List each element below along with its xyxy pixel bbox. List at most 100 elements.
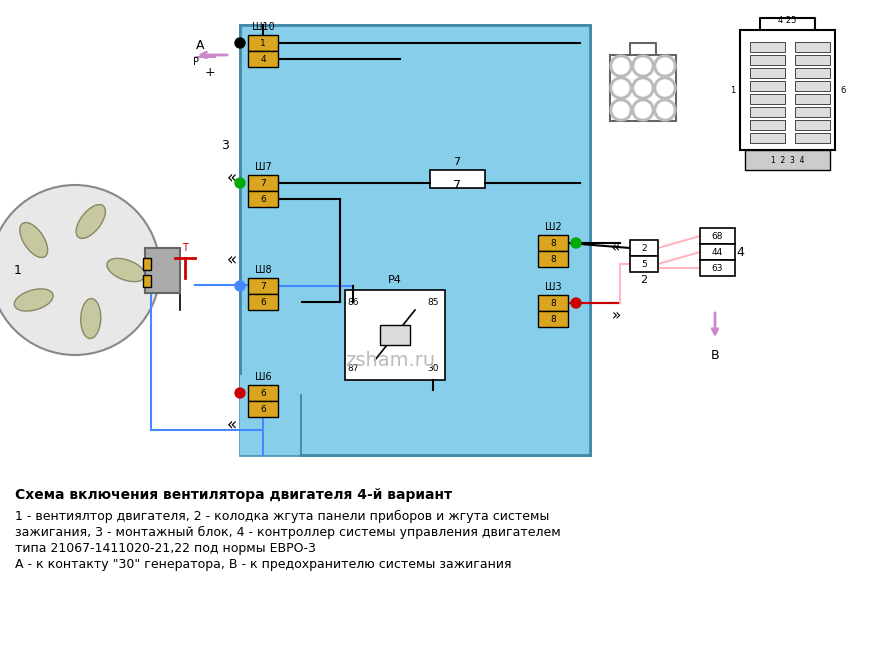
Bar [750,120,785,130]
Text: 5: 5 [640,84,646,92]
Bar [143,275,151,287]
Ellipse shape [14,289,53,311]
Circle shape [235,178,245,188]
Text: 4 25: 4 25 [778,15,796,25]
Text: 4: 4 [736,245,744,259]
Bar [610,55,676,121]
Text: А - к контакту "30" генератора, В - к предохранителю системы зажигания: А - к контакту "30" генератора, В - к пр… [15,558,511,571]
Text: 2: 2 [642,243,647,253]
Circle shape [657,58,673,74]
Ellipse shape [77,204,106,239]
Circle shape [613,102,629,118]
Text: 87: 87 [348,364,359,373]
Circle shape [235,38,245,48]
Text: 8: 8 [640,105,646,115]
Circle shape [235,281,245,291]
Text: 9: 9 [662,105,668,115]
Text: 7: 7 [618,105,624,115]
Circle shape [613,58,629,74]
Bar [430,170,485,188]
Text: 86: 86 [348,297,359,306]
Text: 68: 68 [711,232,722,241]
Bar [630,240,658,256]
Text: А: А [195,38,204,52]
Polygon shape [240,25,590,455]
Text: 4: 4 [260,54,266,64]
Text: 44: 44 [711,247,722,257]
Text: 6: 6 [662,84,668,92]
Bar [750,55,785,65]
Bar [740,30,835,150]
Text: «: « [612,241,620,255]
Circle shape [613,80,629,96]
Ellipse shape [20,222,48,257]
Text: Ш8: Ш8 [254,265,271,275]
Text: 1: 1 [260,38,266,48]
Circle shape [654,55,676,77]
Text: 30: 30 [428,364,439,373]
Bar [750,107,785,117]
Bar [795,120,830,130]
Circle shape [571,238,581,248]
Circle shape [610,99,632,121]
Circle shape [657,80,673,96]
Bar [795,68,830,78]
Bar [750,81,785,91]
Circle shape [632,99,654,121]
Bar [538,295,568,311]
Text: 8: 8 [550,255,556,263]
Bar [750,42,785,52]
Bar [248,51,278,67]
Bar [700,244,735,260]
Circle shape [635,102,651,118]
Bar [248,278,278,294]
Bar [795,94,830,104]
Bar [630,256,658,272]
Circle shape [610,55,632,77]
Text: 2: 2 [640,62,646,70]
Text: 4: 4 [618,84,624,92]
Text: Схема включения вентилятора двигателя 4-й вариант: Схема включения вентилятора двигателя 4-… [15,488,452,502]
Bar [795,107,830,117]
Bar [795,42,830,52]
Bar [700,260,735,276]
Text: зажигания, 3 - монтажный блок, 4 - контроллер системы управления двигателем: зажигания, 3 - монтажный блок, 4 - контр… [15,526,561,539]
Circle shape [635,58,651,74]
Text: Р: Р [193,57,199,67]
Circle shape [632,55,654,77]
Circle shape [632,77,654,99]
Text: Ш7: Ш7 [254,162,271,172]
Circle shape [235,388,245,398]
Text: »: » [612,308,620,324]
Text: 3: 3 [221,139,229,151]
Text: 7: 7 [453,178,461,192]
Text: 7: 7 [260,281,266,291]
Text: +: + [205,66,216,78]
Text: 63: 63 [711,263,722,273]
Text: Ш6: Ш6 [254,372,271,382]
Text: типа 21067-1411020-21,22 под нормы ЕВРО-3: типа 21067-1411020-21,22 под нормы ЕВРО-… [15,542,316,555]
Text: «: « [227,251,237,269]
Text: 1: 1 [14,263,22,277]
Ellipse shape [106,259,145,281]
Text: 2: 2 [641,275,648,285]
Bar [248,385,278,401]
Text: 6: 6 [260,405,266,413]
Text: 3: 3 [662,62,668,70]
Bar [248,401,278,417]
Text: 6: 6 [260,194,266,204]
Bar [700,228,735,244]
Text: 8: 8 [550,299,556,308]
Bar [745,150,830,170]
Bar [240,375,300,455]
Text: 8: 8 [550,239,556,247]
Text: 85: 85 [428,297,439,306]
Bar [145,248,180,293]
Bar [795,81,830,91]
Circle shape [610,77,632,99]
Text: «: « [227,416,237,434]
Text: 5: 5 [642,259,647,269]
Bar [538,235,568,251]
Bar [750,68,785,78]
Bar [795,133,830,143]
